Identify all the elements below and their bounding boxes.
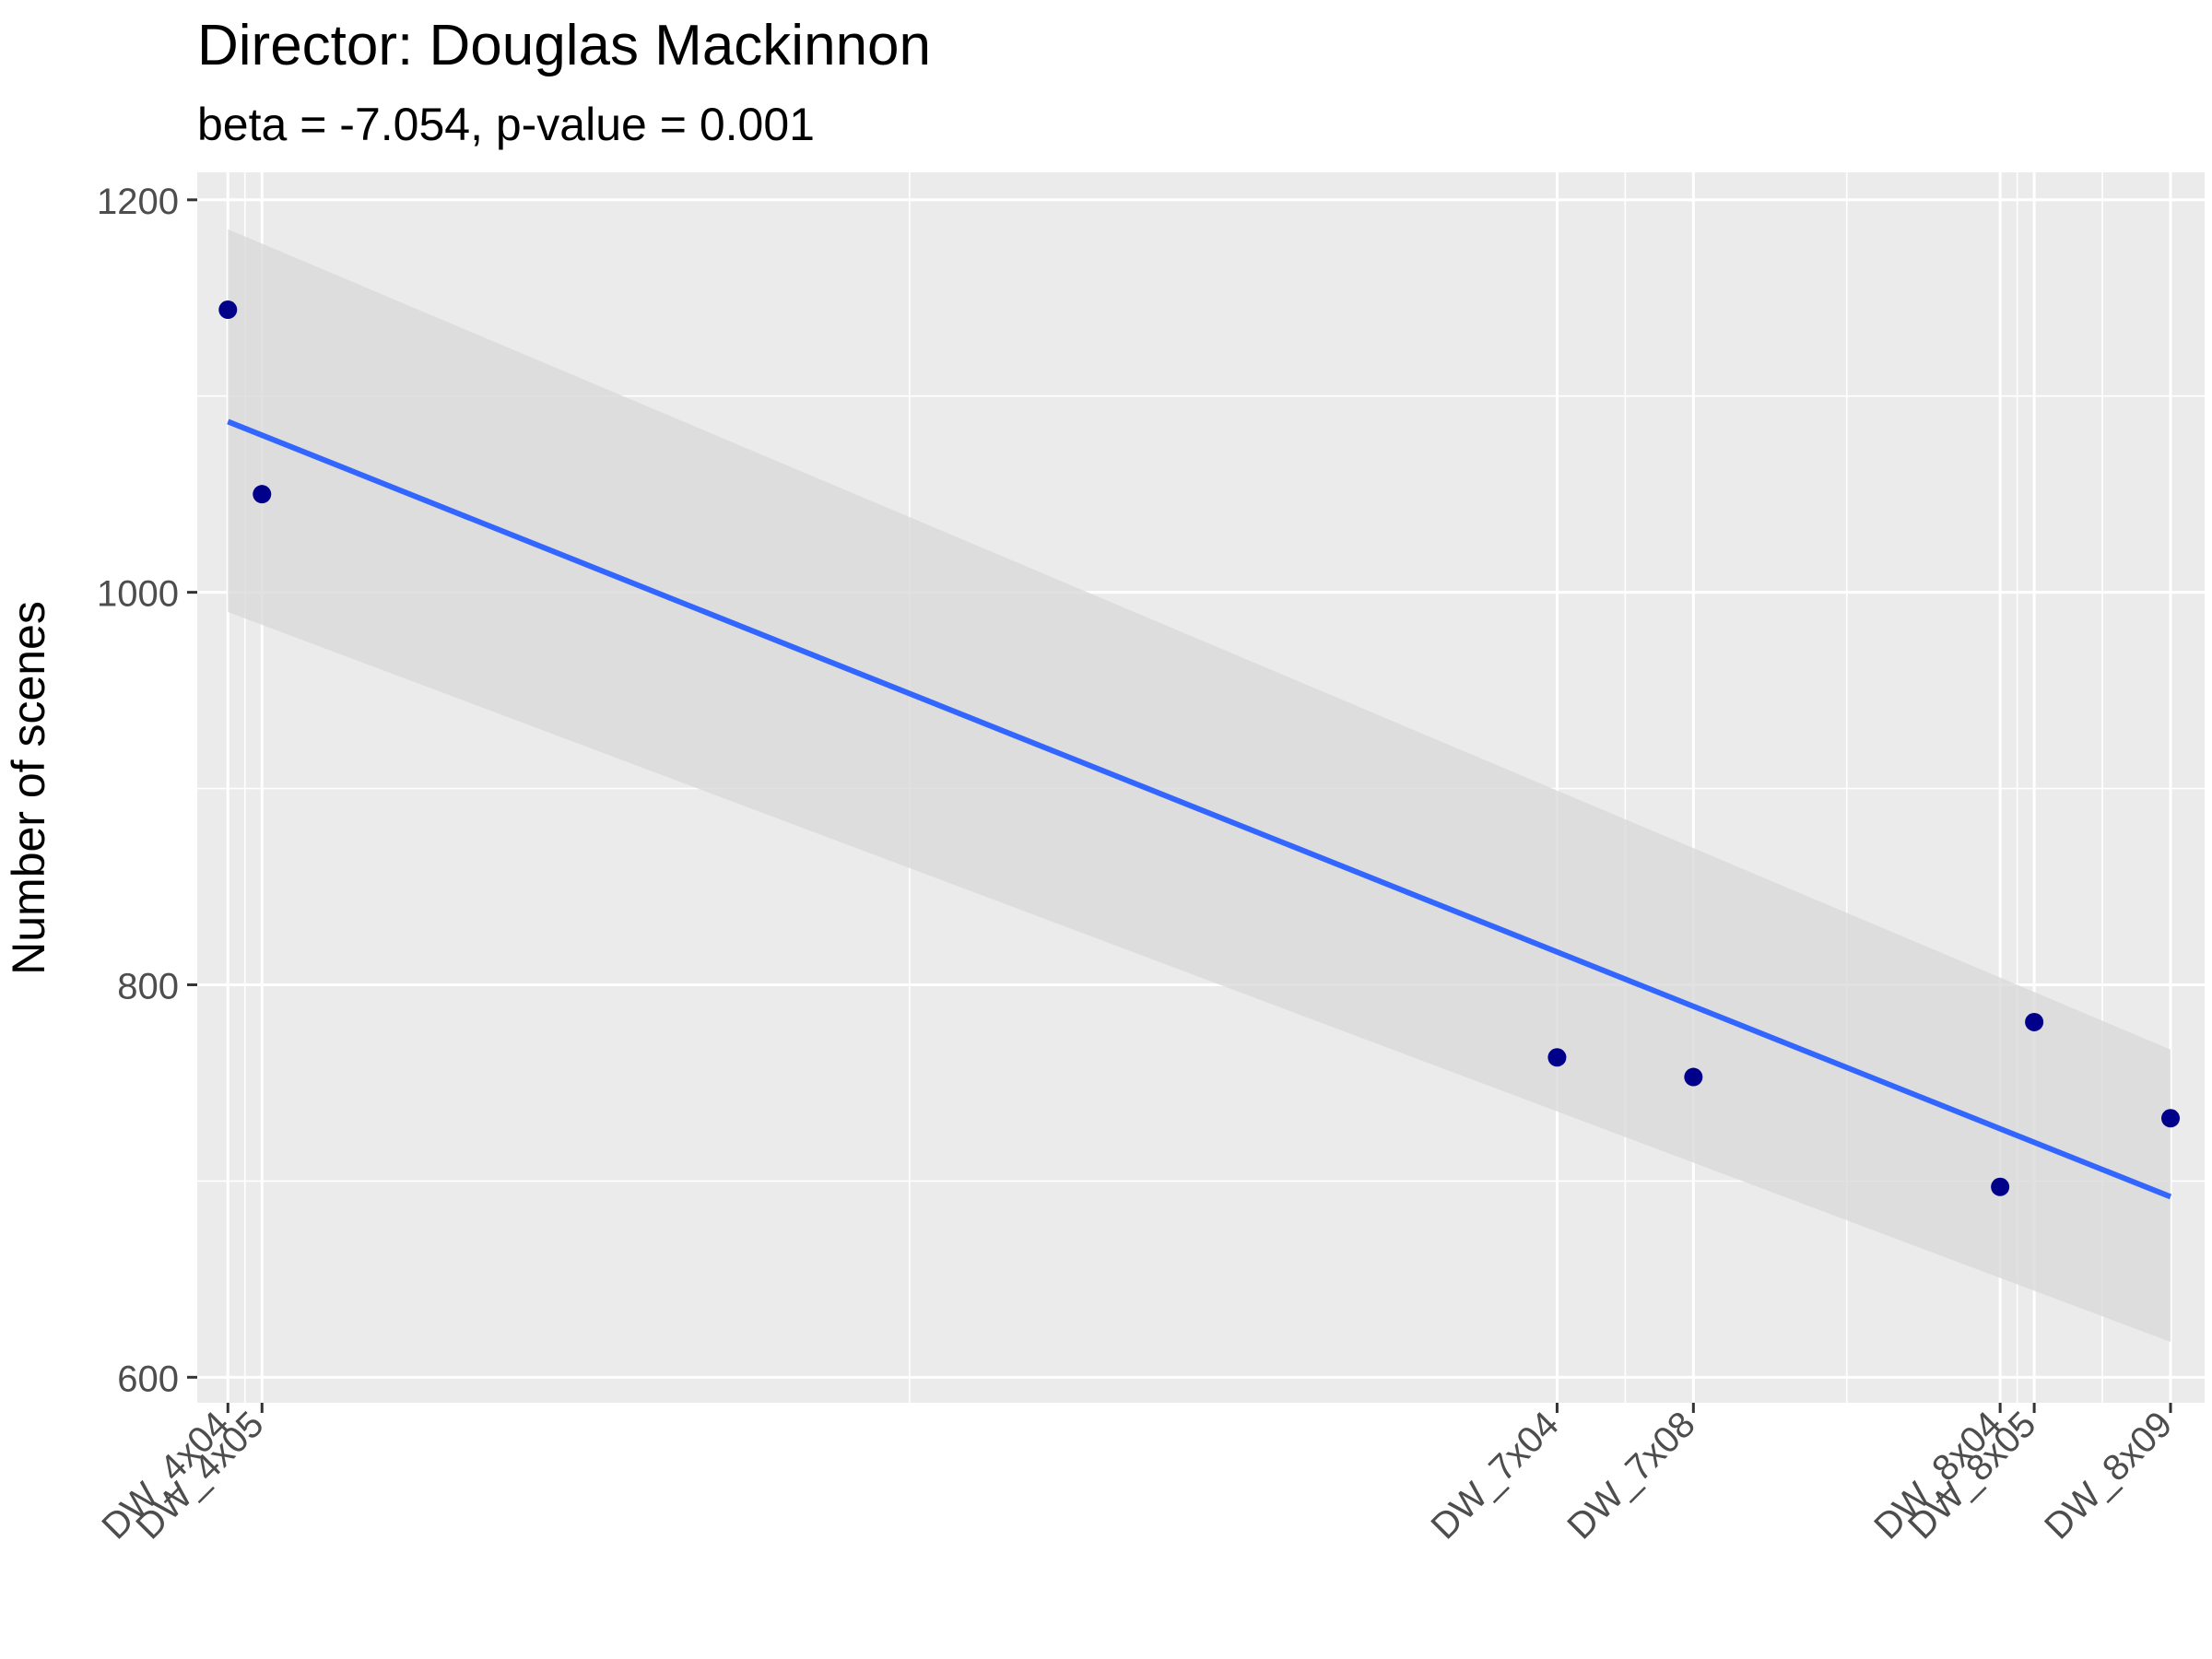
y-tick-label: 800 (117, 966, 179, 1006)
data-point (2025, 1012, 2044, 1031)
regression-line (227, 418, 2172, 1200)
data-point (2161, 1109, 2181, 1128)
y-tick-label: 1000 (97, 574, 179, 615)
x-tick-label: DW_7x08 (1559, 1404, 1702, 1547)
data-point (253, 485, 272, 504)
data-point (218, 300, 238, 320)
x-tick-label: DW_7x04 (1423, 1404, 1566, 1547)
chart-subtitle: beta = -7.054, p-value = 0.001 (197, 99, 815, 150)
data-points (218, 300, 2181, 1196)
data-point (1991, 1177, 2010, 1196)
confidence-ribbon (228, 229, 2171, 1342)
y-axis: 600 800 1000 1200 (97, 182, 197, 1399)
chart-title: Director: Douglas Mackinnon (197, 14, 932, 77)
x-tick-label: DW_8x09 (2037, 1404, 2180, 1547)
y-axis-label: Number of scenes (3, 601, 54, 975)
y-tick-label: 1200 (97, 182, 179, 222)
data-point (1684, 1067, 1703, 1087)
y-tick-label: 600 (117, 1359, 179, 1399)
data-point (1547, 1048, 1567, 1067)
